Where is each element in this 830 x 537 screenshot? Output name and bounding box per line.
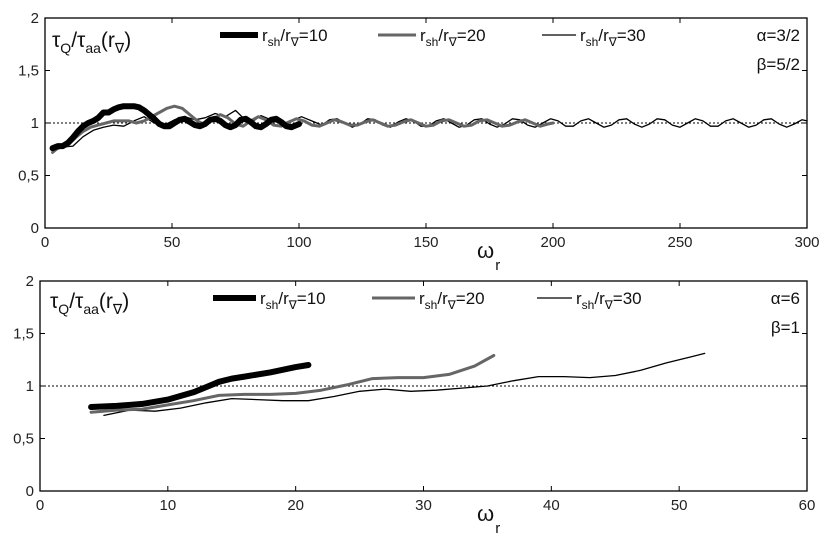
legend-part: r (260, 289, 266, 308)
legend-sub: ∇ (290, 35, 300, 49)
y-tick-label: 1,5 (18, 63, 39, 80)
legend-part: /r (437, 289, 448, 308)
legend-part: =30 (617, 26, 646, 45)
legend-part: r (576, 289, 582, 308)
y-label-sub: Q (60, 40, 71, 56)
legend-label-1: rsh/r∇=10 (260, 289, 326, 312)
y-tick-label: 2 (31, 10, 39, 27)
alpha-annotation: α=6 (771, 289, 800, 308)
x-tick-label: 200 (540, 234, 565, 251)
legend-sub: sh (425, 298, 438, 312)
series-line-3 (51, 109, 808, 153)
y-axis-label: τQ/τaa(r∇) (50, 290, 129, 317)
legend-sub: sh (266, 298, 279, 312)
legend-part: /r (280, 26, 291, 45)
legend-part: r (420, 26, 426, 45)
y-label-sub: aa (85, 40, 101, 56)
legend-part: /r (594, 289, 605, 308)
chart-panel-2: 00,511,520 10 20 30 40 50 60τQ/τaa(r∇)ωrrsh/r∇… (13, 273, 815, 537)
x-tick-label: 0 (36, 497, 44, 514)
legend-label-2: rsh/r∇=20 (420, 26, 486, 49)
y-tick-label: 1 (31, 115, 39, 132)
y-label-part: τ (52, 29, 61, 52)
x-tick-label: 100 (286, 234, 311, 251)
legend-part: =20 (457, 26, 486, 45)
x-label-part: ω (477, 238, 494, 263)
legend-part: r (580, 26, 586, 45)
x-tick-label: 0 (41, 234, 49, 251)
chart-panel-1: 00,511,520 50 100 150 200 250 300τQ/τaa(r∇)ωrr… (18, 10, 819, 274)
beta-annotation: β=1 (771, 318, 800, 337)
legend-sub: sh (582, 298, 595, 312)
y-label-part: (r (99, 290, 113, 313)
legend-label-2: rsh/r∇=20 (419, 289, 485, 312)
legend-part: /r (278, 289, 289, 308)
series-line-2 (51, 104, 555, 154)
x-axis-label: ωr (477, 501, 500, 537)
y-label-sub: aa (83, 301, 99, 317)
y-tick-label: 1,5 (13, 326, 34, 343)
legend-sub: ∇ (604, 298, 614, 312)
x-axis-label: ωr (477, 238, 500, 274)
alpha-annotation: α=3/2 (757, 26, 800, 45)
y-label-part: ) (122, 290, 129, 313)
legend-sub: sh (586, 35, 599, 49)
x-tick-label: 30 (415, 497, 432, 514)
y-tick-label: 2 (26, 273, 34, 290)
y-label-part: ) (124, 29, 131, 52)
x-tick-label: 40 (543, 497, 560, 514)
legend-part: =20 (456, 289, 485, 308)
y-label-part: /τ (71, 29, 86, 52)
legend-label-3: rsh/r∇=30 (580, 26, 646, 49)
y-tick-label: 0,5 (18, 168, 39, 185)
y-label-sub: Q (58, 301, 69, 317)
y-tick-label: 0,5 (13, 431, 34, 448)
y-label-sub: ∇ (112, 301, 123, 317)
x-tick-label: 20 (287, 497, 304, 514)
y-tick-label: 1 (26, 378, 34, 395)
x-label-sub: r (495, 520, 500, 537)
series-line-3 (103, 352, 706, 417)
legend-part: =30 (613, 289, 642, 308)
x-tick-label: 10 (159, 497, 176, 514)
legend-label-1: rsh/r∇=10 (262, 26, 328, 49)
x-label-part: ω (477, 501, 494, 526)
x-tick-label: 150 (413, 234, 438, 251)
beta-annotation: β=5/2 (757, 55, 800, 74)
y-tick-label: 0 (31, 220, 39, 237)
x-tick-label: 50 (164, 234, 181, 251)
series-line-2 (89, 354, 496, 414)
x-tick-label: 300 (794, 234, 819, 251)
legend-sub: ∇ (608, 35, 618, 49)
legend-label-3: rsh/r∇=30 (576, 289, 642, 312)
x-tick-label: 60 (799, 497, 816, 514)
legend-sub: sh (268, 35, 281, 49)
y-axis-label: τQ/τaa(r∇) (52, 29, 131, 56)
series-line-1 (88, 362, 312, 410)
y-label-part: /τ (69, 290, 84, 313)
y-label-sub: ∇ (114, 40, 125, 56)
legend-part: /r (438, 26, 449, 45)
legend-sub: ∇ (288, 298, 298, 312)
y-label-part: (r (101, 29, 115, 52)
legend-sub: sh (426, 35, 439, 49)
legend-part: r (262, 26, 268, 45)
x-tick-label: 250 (667, 234, 692, 251)
series-line-1 (49, 103, 302, 152)
y-label-part: τ (50, 290, 59, 313)
legend-sub: ∇ (447, 298, 457, 312)
y-tick-label: 0 (26, 483, 34, 500)
legend-sub: ∇ (448, 35, 458, 49)
legend-part: =10 (297, 289, 326, 308)
legend-part: =10 (299, 26, 328, 45)
legend-part: r (419, 289, 425, 308)
plot-frame (39, 280, 808, 492)
x-tick-label: 50 (671, 497, 688, 514)
legend-part: /r (598, 26, 609, 45)
x-label-sub: r (495, 257, 500, 274)
